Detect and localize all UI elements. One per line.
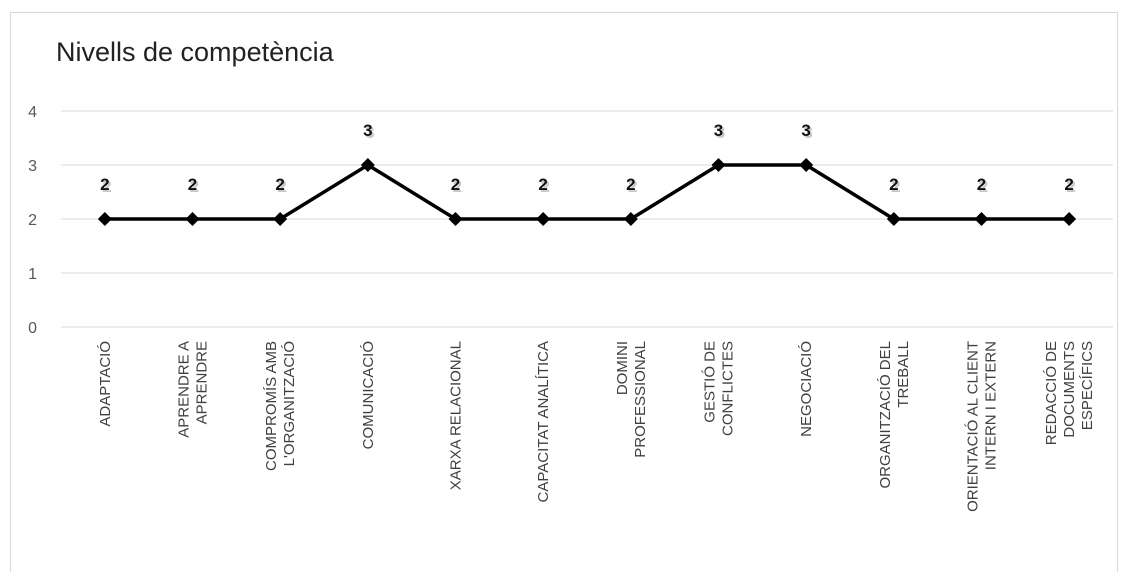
line-chart: Nivells de competència 0 1 2 3 4 2 2 2 2 2 2 3 3 2 2 2… [28,37,1113,512]
data-label-shadow: 2 [453,177,462,196]
x-tick-label-line: INTERN I EXTERN [983,341,1000,470]
data-point-marker [974,212,989,226]
data-point-marker [448,212,463,226]
y-axis-ticks: 0 1 2 3 4 [28,104,37,337]
data-label: 2 [188,175,197,194]
data-point-marker [711,158,726,172]
x-tick-label: ADAPTACIÓ [97,341,114,427]
data-label-shadow: 2 [979,177,988,196]
x-tick-label-line: TREBALL [895,341,912,408]
x-tick-label-line: APRENDRE A [176,341,193,438]
x-tick-label-line: ORIENTACIÓ AL CLIENT [965,341,982,512]
x-tick-label: APRENDRE A APRENDRE [176,341,211,438]
data-label-shadow: 3 [803,123,812,142]
data-label-shadow: 2 [540,177,549,196]
data-point-marker [536,212,551,226]
x-tick-label-line: NEGOCIACIÓ [798,341,815,437]
x-axis-ticks: ADAPTACIÓ APRENDRE A APRENDRE COMPROMÍS AMB… [97,341,1096,512]
data-point-marker [97,212,112,226]
data-label-shadow: 2 [102,177,111,196]
y-tick-label: 1 [28,266,37,283]
data-label: 2 [889,175,898,194]
x-tick-label-line: GESTIÓ DE [702,341,719,423]
data-point-marker [1062,212,1077,226]
data-point-marker [886,212,901,226]
x-tick-label: ORGANITZACIÓ DEL TREBALL [877,341,912,489]
x-tick-label: COMUNICACIÓ [360,341,377,449]
data-label: 2 [626,175,635,194]
x-tick-label-line: CONFLICTES [720,341,737,436]
data-label: 3 [801,121,810,140]
data-point-marker [273,212,288,226]
x-tick-label-line: ORGANITZACIÓ DEL [877,341,894,489]
x-tick-label-line: PROFESSIONAL [632,341,649,458]
data-label: 3 [363,121,372,140]
x-tick-label: ORIENTACIÓ AL CLIENT INTERN I EXTERN [965,341,1000,512]
data-label-shadow: 3 [716,123,725,142]
data-label: 2 [1064,175,1073,194]
x-tick-label: COMPROMÍS AMB L'ORGANITZACIÓ [263,341,298,471]
x-tick-label: DOMINI PROFESSIONAL [614,341,649,458]
data-label-shadow: 3 [365,123,374,142]
x-tick-label-line: COMPROMÍS AMB [263,341,280,471]
x-tick-label-line: ADAPTACIÓ [97,341,114,427]
x-tick-label: REDACCIÓ DE DOCUMENTS ESPECÍFICS [1043,341,1096,445]
y-tick-label: 2 [28,212,37,229]
data-label-shadow: 2 [190,177,199,196]
x-tick-label: GESTIÓ DE CONFLICTES [702,341,737,436]
x-tick-label-line: REDACCIÓ DE [1043,341,1060,445]
x-tick-label: CAPACITAT ANALÍTICA [535,341,552,502]
data-label: 2 [977,175,986,194]
series-line [104,162,1070,221]
data-label-shadow: 2 [1066,177,1075,196]
data-point-marker [623,212,638,226]
y-tick-label: 0 [28,320,37,337]
data-point-marker [185,212,200,226]
x-tick-label-line: APRENDRE [194,341,211,424]
x-tick-label-line: DOMINI [614,341,631,395]
y-tick-label: 4 [28,104,37,121]
data-label: 2 [451,175,460,194]
x-tick-label-line: ESPECÍFICS [1079,341,1096,430]
data-label-shadow: 2 [277,177,286,196]
data-label-shadow: 2 [628,177,637,196]
x-tick-label-line: COMUNICACIÓ [360,341,377,449]
y-tick-label: 3 [28,158,37,175]
x-tick-label-line: XARXA RELACIONAL [448,341,465,490]
data-label: 3 [714,121,723,140]
chart-title: Nivells de competència [56,37,335,67]
x-tick-label-line: L'ORGANITZACIÓ [281,341,298,466]
data-markers [97,158,1077,226]
x-tick-label: XARXA RELACIONAL [448,341,465,490]
x-tick-label: NEGOCIACIÓ [798,341,815,437]
data-label: 2 [538,175,547,194]
x-tick-label-line: DOCUMENTS [1061,341,1078,438]
data-label: 2 [100,175,109,194]
data-label: 2 [275,175,284,194]
data-point-marker [360,158,375,172]
data-label-shadow: 2 [891,177,900,196]
x-tick-label-line: CAPACITAT ANALÍTICA [535,341,552,502]
data-point-marker [799,158,814,172]
chart-frame: Nivells de competència 0 1 2 3 4 2 2 2 2 2 2 3 3 2 2 2… [10,12,1118,572]
